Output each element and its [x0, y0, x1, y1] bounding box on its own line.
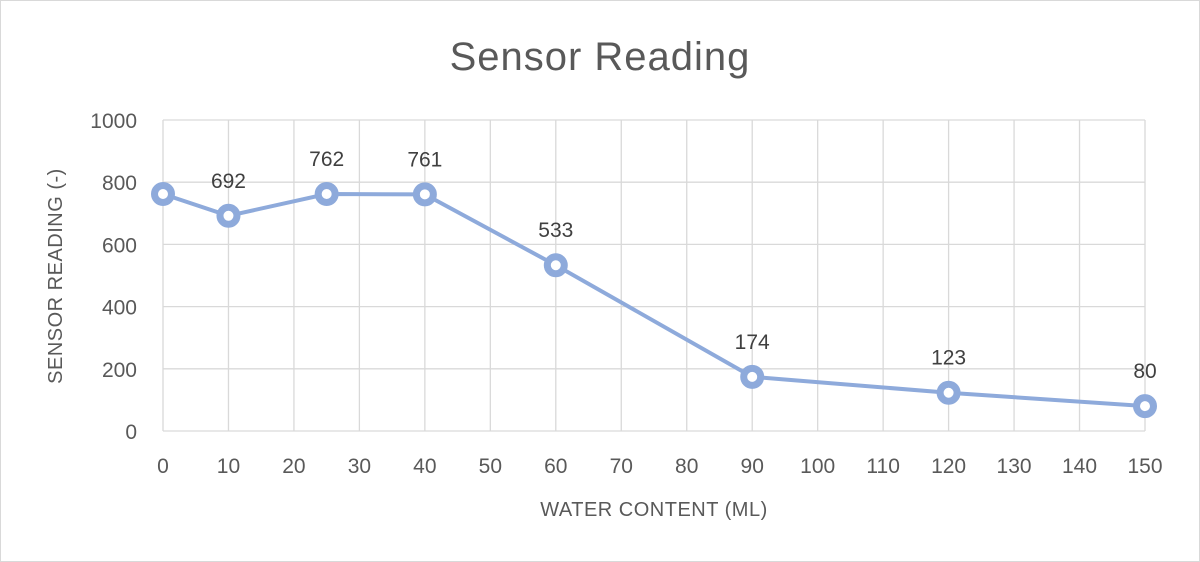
data-label-7: 80 [1133, 360, 1156, 383]
x-tick-label-12: 120 [931, 455, 966, 478]
y-tick-label-3: 600 [102, 234, 137, 257]
x-tick-labels: 0 10 20 30 40 50 60 70 80 90 100 110 120 130 140 150 [157, 455, 1162, 478]
x-tick-label-6: 60 [544, 455, 567, 478]
x-tick-label-10: 100 [800, 455, 835, 478]
x-tick-label-7: 70 [610, 455, 633, 478]
data-point-4 [543, 253, 568, 278]
series-line-0 [162, 192, 1146, 409]
y-axis-label: SENSOR READING (-) [45, 168, 67, 384]
x-tick-label-14: 140 [1062, 455, 1097, 478]
data-point-3 [412, 182, 437, 207]
data-label-3: 761 [407, 148, 442, 171]
x-tick-label-11: 110 [866, 455, 899, 478]
y-tick-label-5: 1000 [90, 110, 137, 133]
x-tick-label-13: 130 [997, 455, 1032, 478]
y-tick-label-0: 0 [125, 421, 137, 444]
x-tick-label-15: 150 [1127, 455, 1162, 478]
data-point-0 [151, 182, 175, 207]
x-tick-label-9: 90 [741, 455, 764, 478]
data-point-2 [314, 182, 339, 207]
chart-title: Sensor Reading [450, 35, 751, 79]
y-tick-labels: 0 200 400 600 800 1000 [90, 110, 137, 444]
x-tick-label-0: 0 [157, 455, 169, 478]
x-gridlines [162, 120, 1146, 431]
data-label-4: 533 [538, 219, 573, 242]
x-tick-label-2: 20 [282, 455, 305, 478]
y-tick-label-2: 400 [102, 297, 137, 320]
y-tick-label-1: 200 [102, 359, 137, 382]
x-tick-label-1: 10 [217, 455, 240, 478]
x-tick-label-4: 40 [413, 455, 436, 478]
data-point-6 [936, 380, 961, 405]
data-labels: 692 762 761 533 174 123 80 [211, 148, 1157, 383]
x-axis-label: WATER CONTENT (ML) [540, 499, 768, 521]
data-label-1: 692 [211, 170, 246, 193]
data-point-7 [1133, 394, 1157, 419]
data-label-2: 762 [309, 148, 344, 171]
series-group [151, 182, 1157, 419]
x-tick-label-3: 30 [348, 455, 371, 478]
data-point-5 [740, 364, 765, 389]
data-label-6: 123 [931, 347, 966, 370]
data-point-1 [216, 203, 241, 228]
x-tick-label-8: 80 [675, 455, 698, 478]
y-tick-label-4: 800 [102, 172, 137, 195]
x-tick-label-5: 50 [479, 455, 502, 478]
data-label-5: 174 [735, 331, 770, 354]
